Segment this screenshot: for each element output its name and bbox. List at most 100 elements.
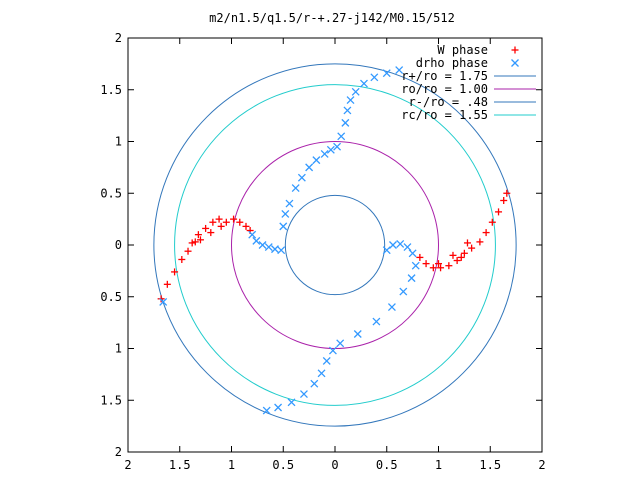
y-tick-label: 0 xyxy=(115,238,122,252)
w-phase-point xyxy=(457,253,465,261)
w-phase-point xyxy=(184,247,192,255)
w-phase-point xyxy=(207,229,215,237)
y-tick-label: 2 xyxy=(115,31,122,45)
drho-phase-point xyxy=(326,145,335,154)
series-circle xyxy=(153,63,517,427)
chart-title: m2/n1.5/q1.5/r-+.27-j142/M0.15/512 xyxy=(209,11,455,25)
drho-phase-point xyxy=(252,236,261,245)
w-phase-point xyxy=(222,218,230,226)
w-phase-point xyxy=(209,218,217,226)
y-tick-label: 1.5 xyxy=(100,83,122,97)
w-phase-point xyxy=(236,218,244,226)
drho-phase-point xyxy=(159,297,168,306)
w-phase-point xyxy=(435,260,442,268)
w-phase-point xyxy=(416,253,424,261)
w-phase-point xyxy=(500,196,508,204)
drho-phase-point xyxy=(337,132,346,141)
legend-label: rc/ro = 1.55 xyxy=(401,108,488,122)
drho-phase-point xyxy=(372,317,381,326)
w-phase-point xyxy=(242,222,250,230)
legend-label: W phase xyxy=(437,43,488,57)
drho-phase-point xyxy=(407,274,416,283)
w-phase-point xyxy=(488,218,496,226)
w-phase-point xyxy=(449,251,457,259)
y-tick-label: 1 xyxy=(115,135,122,149)
series-circle xyxy=(284,194,386,296)
drho-phase-point xyxy=(360,79,368,88)
y-tick-label: 0.5 xyxy=(100,290,122,304)
drho-phase-point xyxy=(346,96,355,105)
x-tick-label: 2 xyxy=(538,458,545,472)
drho-phase-point xyxy=(279,222,288,231)
drho-phase-point xyxy=(328,346,337,355)
x-tick-label: 2 xyxy=(124,458,131,472)
w-phase-point xyxy=(495,208,503,216)
drho-phase-point xyxy=(299,390,308,398)
drho-phase-point xyxy=(291,184,300,193)
x-tick-label: 1 xyxy=(228,458,235,472)
drho-phase-point xyxy=(262,406,271,415)
drho-phase-point xyxy=(370,73,379,82)
legend-label: r+/ro = 1.75 xyxy=(401,69,488,83)
legend-marker-sample xyxy=(511,59,519,67)
legend-label: ro/ro = 1.00 xyxy=(401,82,488,96)
drho-phase-point xyxy=(320,149,329,158)
drho-phase-point xyxy=(287,398,296,407)
w-phase-point xyxy=(157,295,165,303)
y-tick-label: 1.5 xyxy=(100,393,122,407)
legend-label: drho phase xyxy=(416,56,488,70)
drho-phase-point xyxy=(317,369,326,378)
drho-phase-point xyxy=(396,240,405,248)
drho-phase-point xyxy=(305,163,314,172)
w-phase-point xyxy=(422,260,430,268)
w-phase-point xyxy=(217,222,225,230)
x-tick-label: 1.5 xyxy=(479,458,501,472)
x-tick-label: 0.5 xyxy=(376,458,398,472)
drho-phase-point xyxy=(297,173,306,182)
drho-phase-point xyxy=(274,403,283,412)
drho-phase-point xyxy=(411,261,420,270)
w-phase-point xyxy=(453,257,461,265)
drho-phase-point xyxy=(343,106,352,115)
drho-phase-point xyxy=(333,142,342,151)
w-phase-point xyxy=(163,280,171,288)
w-phase-point xyxy=(196,236,204,244)
drho-phase-point xyxy=(403,243,412,252)
w-phase-point xyxy=(437,264,445,272)
drho-phase-point xyxy=(281,209,290,218)
drho-phase-point xyxy=(312,156,321,165)
drho-phase-point xyxy=(395,66,404,75)
w-phase-point xyxy=(215,215,223,223)
drho-phase-point xyxy=(248,230,257,239)
y-tick-label: 1 xyxy=(115,342,122,356)
legend-label: r-/ro = .48 xyxy=(409,95,488,109)
w-phase-point xyxy=(476,238,484,246)
drho-phase-point xyxy=(310,379,319,388)
x-axis-ticks: 2 1.5 1 0.5 0 0.5 1 1.5 2 xyxy=(124,38,546,472)
w-phase-point xyxy=(468,244,476,252)
w-phase-point xyxy=(171,268,179,276)
y-tick-label: 0.5 xyxy=(100,186,122,200)
drho-phase-point xyxy=(353,330,362,338)
w-phase-point xyxy=(191,238,199,246)
drho-phase-point xyxy=(408,249,417,258)
drho-phase-point xyxy=(258,241,267,249)
drho-phase-point xyxy=(322,356,331,365)
w-phase-point xyxy=(230,215,238,223)
w-phase-point xyxy=(202,224,210,232)
x-tick-label: 0 xyxy=(331,458,338,472)
series-circle xyxy=(174,84,496,406)
x-tick-label: 1 xyxy=(435,458,442,472)
w-phase-point xyxy=(178,255,186,263)
w-phase-point xyxy=(188,239,196,247)
w-phase-point xyxy=(194,231,202,239)
drho-phase-point xyxy=(399,287,408,296)
drho-phase-point xyxy=(382,69,391,78)
x-tick-label: 1.5 xyxy=(169,458,191,472)
y-axis-ticks: 2 1.5 1 0.5 0 0.5 1 1.5 2 xyxy=(100,31,542,459)
drho-phase-point xyxy=(389,241,397,249)
legend-marker-sample xyxy=(511,46,519,54)
x-tick-label: 0.5 xyxy=(272,458,294,472)
